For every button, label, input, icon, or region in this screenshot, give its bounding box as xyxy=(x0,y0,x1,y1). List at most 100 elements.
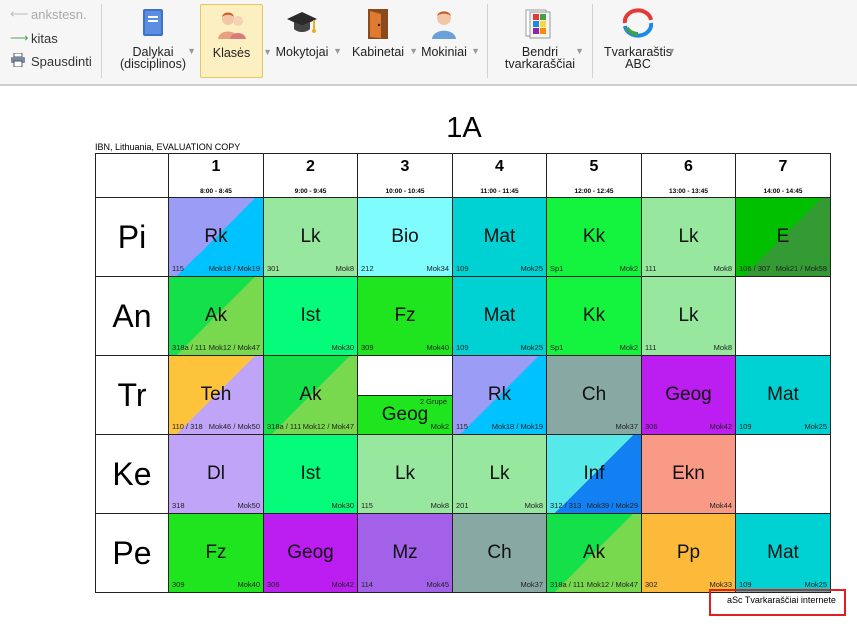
dalykai-button[interactable]: Dalykai (disciplinos) ▼ xyxy=(108,4,198,78)
teacher-label: Mok37 xyxy=(615,422,638,431)
room-label: 318a / 111 xyxy=(172,343,207,352)
subject-label: Mz xyxy=(392,542,418,563)
teacher-label: Mok33 xyxy=(709,580,732,589)
bendri-button[interactable]: Bendri tvarkaraščiai ▼ xyxy=(494,4,586,78)
subject-label: Inf xyxy=(583,463,605,484)
mokytojai-button[interactable]: Mokytojai ▼ xyxy=(266,4,342,78)
room-label: 115 xyxy=(172,264,184,273)
lesson-card[interactable]: Mat 109 Mok25 xyxy=(452,276,547,356)
day-label: Pe xyxy=(95,513,169,593)
lesson-card[interactable]: E 106 / 307 Mok21 / Mok58 xyxy=(735,197,831,277)
lesson-fill: Ch Mok37 xyxy=(453,514,546,592)
lesson-card[interactable]: Fz 309 Mok40 xyxy=(357,276,453,356)
asc-online-link[interactable]: aSc Tvarkaraščiai internete xyxy=(709,589,846,616)
subject-label: Lk xyxy=(489,463,510,484)
print-button[interactable]: Spausdinti xyxy=(10,52,92,70)
lesson-card[interactable]: Dl 318 Mok50 xyxy=(168,434,264,514)
chevron-down-icon[interactable]: ▼ xyxy=(409,46,418,56)
period-header: 6 13:00 - 13:45 xyxy=(641,153,736,198)
mokiniai-label: Mokiniai xyxy=(421,45,467,59)
chevron-down-icon[interactable]: ▼ xyxy=(667,46,676,56)
toolbar-separator xyxy=(592,4,593,78)
subject-label: Lk xyxy=(300,226,321,247)
lesson-fill: Inf 312 / 313 Mok39 / Mok29 xyxy=(547,435,641,513)
room-label: 109 xyxy=(456,343,469,352)
lesson-card[interactable]: Geog 306 Mok42 xyxy=(263,513,358,593)
lesson-card[interactable]: Ekn Mok44 xyxy=(641,434,736,514)
lesson-card[interactable]: Lk 301 Mok8 xyxy=(263,197,358,277)
lesson-card[interactable]: Mat 109 Mok25 xyxy=(735,513,831,593)
lesson-card[interactable]: Ch Mok37 xyxy=(452,513,547,593)
lesson-card[interactable]: Mat 109 Mok25 xyxy=(452,197,547,277)
lesson-card[interactable]: Geog 306 Mok42 xyxy=(641,355,736,435)
period-time: 13:00 - 13:45 xyxy=(668,188,709,195)
room-label: 309 xyxy=(172,580,185,589)
group-lesson[interactable]: 2 Grupė Geog Mok2 xyxy=(358,396,452,434)
subject-label: Ak xyxy=(582,542,606,563)
kabinetai-button[interactable]: Kabinetai ▼ xyxy=(342,4,418,78)
lesson-card[interactable]: Fz 309 Mok40 xyxy=(168,513,264,593)
chevron-down-icon[interactable]: ▼ xyxy=(263,47,272,57)
subject-label: Ch xyxy=(581,384,607,405)
teacher-label: Mok8 xyxy=(524,501,543,510)
lesson-card[interactable]: Ist Mok30 xyxy=(263,434,358,514)
teacher-label: Mok2 xyxy=(619,343,638,352)
lesson-fill: Teh 110 / 318 Mok46 / Mok50 xyxy=(169,356,263,434)
room-label: 115 xyxy=(361,501,373,510)
chevron-down-icon[interactable]: ▼ xyxy=(471,46,480,56)
period-time: 10:00 - 10:45 xyxy=(385,188,425,195)
klases-label: Klasės xyxy=(212,46,251,60)
lesson-card[interactable]: Ak 318a / 111 Mok12 / Mok47 xyxy=(546,513,642,593)
chevron-down-icon[interactable]: ▼ xyxy=(187,46,196,56)
back-button[interactable]: ⟵ ankstesn. xyxy=(10,6,87,22)
lesson-card[interactable]: Lk 111 Mok8 xyxy=(641,276,736,356)
lesson-card[interactable]: Rk 115 Mok18 / Mok19 xyxy=(452,355,547,435)
lesson-card[interactable]: Bio 212 Mok34 xyxy=(357,197,453,277)
lesson-card[interactable]: Mat 109 Mok25 xyxy=(735,355,831,435)
lesson-fill: E 106 / 307 Mok21 / Mok58 xyxy=(736,198,830,276)
timetable-title: 1A xyxy=(446,112,482,144)
period-header: 7 14:00 - 14:45 xyxy=(735,153,831,198)
subject-label: Kk xyxy=(582,305,606,326)
lesson-card[interactable]: Kk Sp1 Mok2 xyxy=(546,197,642,277)
room-label: 106 / 307 xyxy=(739,264,771,273)
period-number: 1 xyxy=(211,158,221,175)
period-time: 14:00 - 14:45 xyxy=(763,188,803,195)
lesson-card[interactable]: Lk 111 Mok8 xyxy=(641,197,736,277)
lesson-card[interactable]: Mz 114 Mok45 xyxy=(357,513,453,593)
lesson-card[interactable]: 2 Grupė Geog Mok2 xyxy=(357,355,453,435)
lesson-card[interactable]: Kk Sp1 Mok2 xyxy=(546,276,642,356)
klases-button[interactable]: Klasės ▼ xyxy=(200,4,272,78)
room-label: 114 xyxy=(361,580,373,589)
lesson-card[interactable]: Teh 110 / 318 Mok46 / Mok50 xyxy=(168,355,264,435)
lesson-fill: Geog 306 Mok42 xyxy=(264,514,357,592)
mokiniai-button[interactable]: Mokiniai ▼ xyxy=(418,4,480,78)
abc-button[interactable]: Tvarkaraštis ABC ▼ xyxy=(598,4,678,78)
lesson-card[interactable]: Pp 302 Mok33 xyxy=(641,513,736,593)
lesson-fill: Rk 115 Mok18 / Mok19 xyxy=(169,198,263,276)
teacher-label: Mok30 xyxy=(331,501,354,510)
forward-button[interactable]: ⟶ kitas xyxy=(10,30,58,46)
lesson-card[interactable]: Ch Mok37 xyxy=(546,355,642,435)
lesson-card[interactable]: Ak 318a / 111 Mok12 / Mok47 xyxy=(168,276,264,356)
dalykai-label: Dalykai xyxy=(132,45,174,59)
subject-label: Geog xyxy=(287,542,334,563)
lesson-card[interactable]: Ak 318a / 111 Mok12 / Mok47 xyxy=(263,355,358,435)
chevron-down-icon[interactable]: ▼ xyxy=(333,46,342,56)
lesson-card[interactable]: Ist Mok30 xyxy=(263,276,358,356)
asc-online-link-label: aSc Tvarkaraščiai internete xyxy=(727,595,836,605)
lesson-card[interactable]: Lk 201 Mok8 xyxy=(452,434,547,514)
teacher-label: Mok44 xyxy=(709,501,732,510)
subject-label: Dl xyxy=(207,463,225,484)
lesson-card[interactable]: Lk 115 Mok8 xyxy=(357,434,453,514)
chevron-down-icon[interactable]: ▼ xyxy=(575,46,584,56)
lesson-card[interactable]: Rk 115 Mok18 / Mok19 xyxy=(168,197,264,277)
abc-logo-icon xyxy=(622,8,654,38)
lesson-fill: Pp 302 Mok33 xyxy=(642,514,735,592)
lesson-fill: Dl 318 Mok50 xyxy=(169,435,263,513)
period-header: 2 9:00 - 9:45 xyxy=(263,153,358,198)
subject-label: Lk xyxy=(678,226,699,247)
teacher-label: Mok25 xyxy=(520,264,543,273)
lesson-fill: Ak 318a / 111 Mok12 / Mok47 xyxy=(264,356,357,434)
lesson-card[interactable]: Inf 312 / 313 Mok39 / Mok29 xyxy=(546,434,642,514)
